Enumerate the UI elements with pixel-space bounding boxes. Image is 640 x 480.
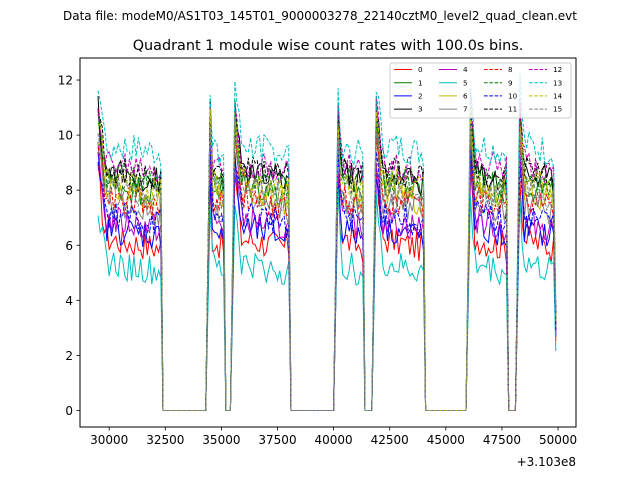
legend-label-0: 0: [418, 65, 423, 74]
legend-label-1: 1: [418, 78, 423, 87]
x-tick-label: 30000: [90, 433, 128, 447]
legend-label-12: 12: [553, 65, 562, 74]
x-tick-label: 32500: [146, 433, 184, 447]
series-line-11: [97, 100, 557, 411]
series-line-10: [97, 139, 557, 411]
series-line-7: [97, 130, 557, 411]
x-tick-label: 42500: [371, 433, 409, 447]
series-line-13: [97, 73, 557, 411]
y-tick-label: 2: [65, 349, 73, 363]
legend-label-13: 13: [553, 78, 562, 87]
legend-label-11: 11: [508, 105, 517, 114]
legend-label-7: 7: [463, 105, 468, 114]
x-tick-label: 35000: [202, 433, 240, 447]
series-line-0: [97, 163, 557, 411]
legend-label-3: 3: [418, 105, 423, 114]
series-line-12: [97, 91, 557, 411]
y-tick-label: 6: [65, 239, 73, 253]
legend-label-15: 15: [553, 105, 562, 114]
chart-title: Quadrant 1 module wise count rates with …: [133, 38, 524, 54]
legend-label-2: 2: [418, 92, 423, 101]
x-tick-label: 45000: [427, 433, 465, 447]
y-tick-label: 8: [65, 184, 73, 198]
axes-frame: [79, 57, 577, 428]
x-axis: 30000 32500 35000 37500 40000 42500 45000 47500…: [90, 427, 577, 447]
x-tick-label: 47500: [483, 433, 521, 447]
legend-label-4: 4: [463, 65, 468, 74]
x-tick-label: 40000: [315, 433, 353, 447]
series-line-14: [97, 106, 557, 411]
legend-label-6: 6: [463, 92, 468, 101]
series-lines: [97, 73, 557, 411]
y-tick-label: 12: [58, 74, 73, 88]
y-tick-label: 4: [65, 294, 73, 308]
legend-label-5: 5: [463, 78, 468, 87]
x-tick-label: 37500: [258, 433, 296, 447]
legend-label-14: 14: [553, 92, 563, 101]
x-tick-label: 50000: [539, 433, 577, 447]
y-axis: 0 2 4 6 8 10 12: [58, 74, 80, 418]
y-tick-label: 10: [58, 129, 73, 143]
series-line-1: [97, 108, 557, 411]
legend-label-9: 9: [508, 78, 513, 87]
y-tick-label: 0: [65, 404, 73, 418]
legend-label-10: 10: [508, 92, 518, 101]
x-axis-offset-label: +3.103e8: [517, 455, 576, 469]
legend-box: [389, 62, 572, 119]
series-line-8: [97, 125, 557, 411]
legend-label-8: 8: [508, 65, 513, 74]
series-line-15: [97, 116, 557, 411]
figure-suptitle: Data file: modeM0/AS1T03_145T01_90000032…: [63, 9, 577, 23]
